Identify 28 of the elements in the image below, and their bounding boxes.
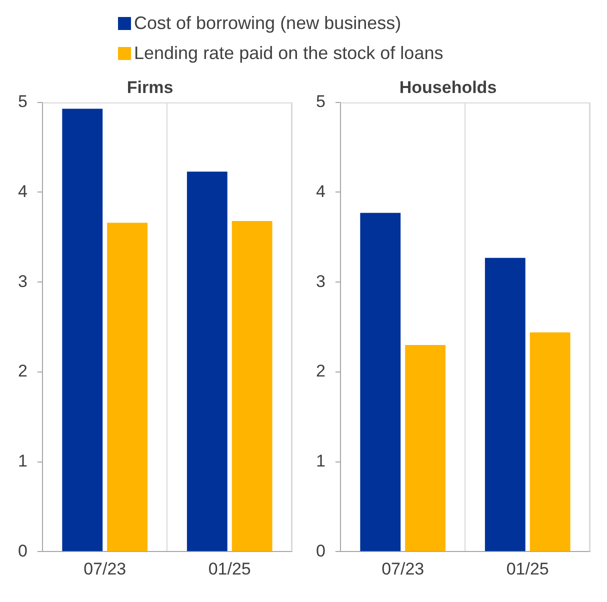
y-tick-label: 3: [316, 272, 326, 291]
y-tick-label: 5: [18, 92, 28, 112]
bar: [484, 258, 526, 552]
y-tick-label: 5: [316, 92, 326, 112]
y-tick-label: 0: [316, 541, 326, 560]
y-tick-label: 1: [18, 451, 28, 470]
x-tick-label: 01/25: [506, 559, 549, 578]
bar: [232, 220, 272, 552]
chart-title: Households: [399, 78, 497, 97]
y-tick-label: 2: [18, 362, 28, 381]
y-tick-label: 2: [316, 362, 326, 381]
y-tick-label: 0: [18, 541, 28, 560]
y-tick-label: 1: [316, 451, 326, 470]
chart-title: Firms: [126, 78, 174, 97]
legend-label: Cost of borrowing (new business): [134, 12, 402, 34]
x-tick-label: 07/23: [84, 559, 126, 578]
x-tick-label: 07/23: [382, 559, 424, 578]
y-tick-label: 4: [18, 182, 28, 201]
bar: [186, 172, 228, 552]
bar: [530, 332, 570, 552]
bar: [360, 212, 401, 552]
x-tick-label: 01/25: [208, 559, 251, 578]
y-tick-label: 3: [18, 272, 28, 291]
legend-label: Lending rate paid on the stock of loans: [134, 42, 444, 64]
bar: [62, 108, 103, 552]
bar: [405, 344, 446, 552]
bar: [107, 222, 148, 552]
y-tick-label: 4: [316, 182, 326, 201]
